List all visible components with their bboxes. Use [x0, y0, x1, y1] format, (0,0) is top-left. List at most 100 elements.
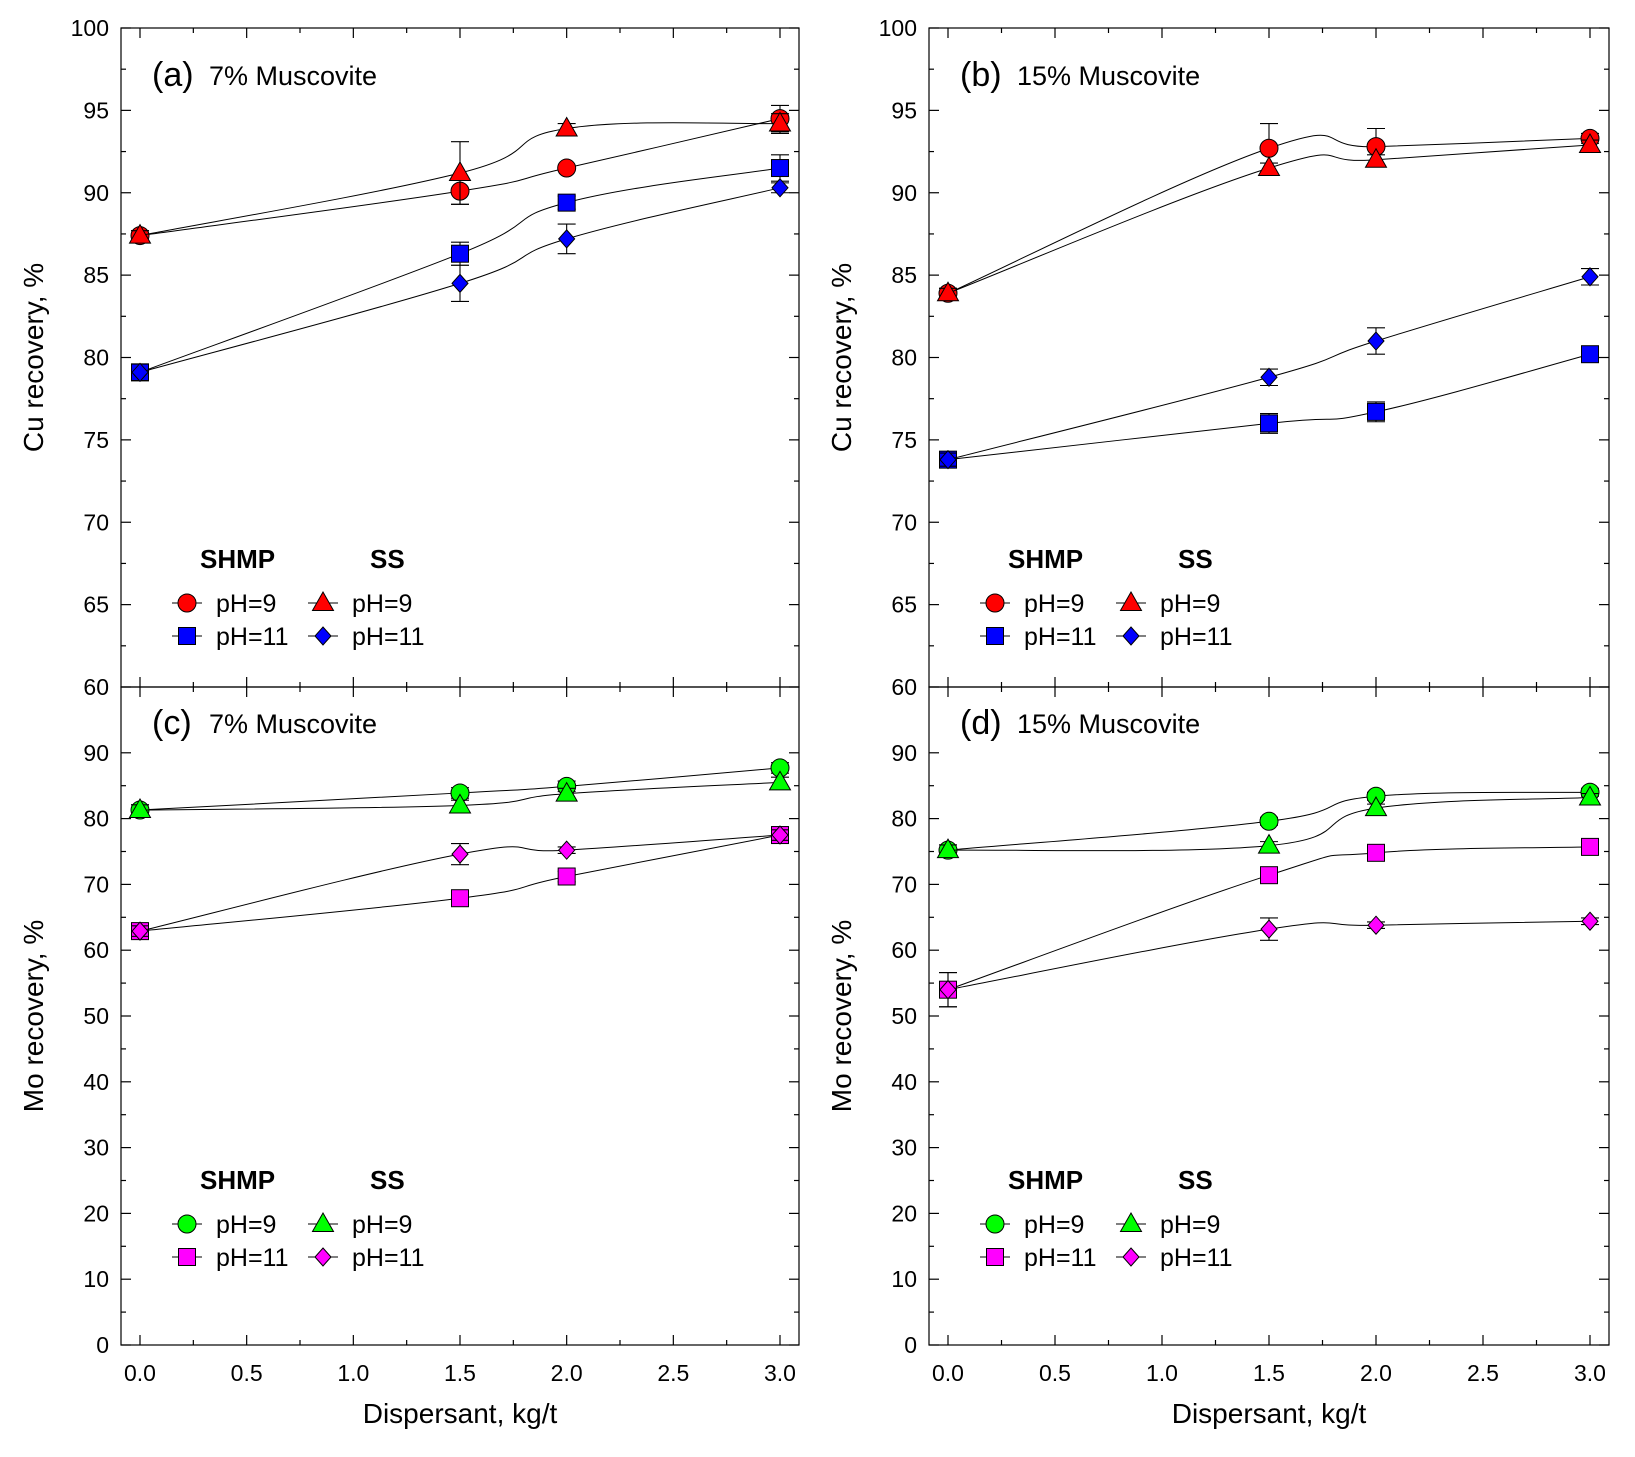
y-tick-label: 100	[879, 15, 917, 41]
panel-label: (b)	[960, 56, 1002, 94]
y-tick-label: 65	[83, 592, 109, 618]
series-ss-ph-11	[939, 911, 1599, 1008]
x-tick-label: 2.5	[657, 1360, 689, 1386]
series-line	[139, 122, 781, 237]
legend-label: pH=11	[1024, 623, 1097, 651]
y-tick-label: 90	[83, 180, 109, 206]
x-tick-label: 0.0	[124, 1360, 156, 1386]
x-tick-label: 2.0	[1360, 1360, 1392, 1386]
x-tick-label: 1.0	[1146, 1360, 1178, 1386]
legend-label: pH=9	[216, 590, 276, 618]
y-tick-label: 90	[891, 180, 917, 206]
legend-label: pH=9	[1024, 1211, 1084, 1239]
legend-marker	[986, 1248, 1004, 1266]
series-ss-ph-9	[128, 111, 792, 244]
data-point	[557, 840, 576, 860]
legend-label: pH=11	[216, 1244, 289, 1272]
y-tick-label: 50	[891, 1003, 917, 1029]
y-tick-label: 60	[891, 674, 917, 700]
data-point	[1367, 843, 1385, 862]
data-point	[451, 273, 469, 294]
data-point	[939, 449, 957, 470]
data-point	[128, 798, 152, 819]
series-line	[947, 353, 1591, 461]
legend-header-ss: SS	[370, 1165, 405, 1195]
y-tick-label: 75	[83, 427, 109, 453]
panel-subtitle: 7% Muscovite	[209, 61, 377, 91]
data-point	[448, 160, 472, 181]
legend-marker	[985, 593, 1005, 613]
panel-subtitle: 7% Muscovite	[209, 709, 377, 739]
legend-label: pH=11	[352, 1244, 425, 1272]
legend-marker	[1122, 626, 1140, 646]
legend-marker	[177, 1214, 197, 1234]
panel-label: (a)	[152, 56, 194, 94]
data-point	[1257, 156, 1281, 177]
y-tick-label: 60	[83, 937, 109, 963]
y-tick-label: 40	[83, 1069, 109, 1095]
y-tick-label: 0	[96, 1332, 109, 1358]
legend-marker	[178, 627, 196, 645]
legend-label: pH=11	[352, 623, 425, 651]
y-tick-label: 70	[83, 509, 109, 535]
legend-marker	[178, 1248, 196, 1266]
data-point	[451, 844, 469, 864]
y-tick-label: 70	[891, 871, 917, 897]
legend-marker	[1122, 1247, 1140, 1267]
y-tick-label: 95	[891, 97, 917, 123]
x-tick-label: 1.5	[1253, 1360, 1285, 1386]
series-ss-ph-9	[936, 132, 1602, 302]
data-point	[768, 111, 792, 132]
x-tick-label: 0.0	[932, 1360, 964, 1386]
x-axis-title: Dispersant, kg/t	[363, 1398, 558, 1429]
data-point	[1367, 331, 1385, 351]
data-point	[1581, 837, 1599, 856]
y-tick-label: 30	[83, 1135, 109, 1161]
data-point	[555, 116, 579, 137]
legend-marker	[1119, 590, 1143, 611]
y-tick-label: 100	[71, 15, 109, 41]
series-ss-ph-11	[131, 178, 789, 383]
series-line	[139, 167, 781, 373]
panel-subtitle: 15% Muscovite	[1017, 61, 1200, 91]
y-tick-label: 40	[891, 1069, 917, 1095]
data-point	[557, 867, 576, 886]
legend: SHMP SS pH=9 pH=9 pH=11 pH=11	[172, 544, 425, 651]
data-point	[1578, 785, 1602, 806]
data-point	[451, 889, 469, 908]
data-point	[1367, 402, 1385, 421]
legend-marker	[177, 593, 197, 613]
y-tick-label: 85	[83, 262, 109, 288]
chart-panel-a: 60 65 70 75 80 85 90 95 100 Cu recovery, % (a) 7% M…	[18, 15, 800, 700]
series-ss-ph-11	[939, 267, 1599, 470]
y-tick-label: 65	[891, 592, 917, 618]
data-point	[1260, 866, 1278, 885]
legend-header-ss: SS	[1178, 544, 1213, 574]
series-line	[139, 781, 781, 811]
series-shmp-ph-11	[939, 837, 1599, 1008]
data-point	[1364, 147, 1388, 168]
data-point	[1581, 911, 1599, 932]
data-point	[128, 223, 152, 244]
series-line	[947, 144, 1591, 294]
data-point	[771, 159, 789, 178]
y-tick-label: 70	[83, 871, 109, 897]
series-ss-ph-9	[936, 785, 1602, 859]
x-tick-label: 0.5	[1039, 1360, 1071, 1386]
x-tick-label: 2.5	[1467, 1360, 1499, 1386]
y-axis-title: Mo recovery, %	[826, 920, 857, 1112]
legend-marker	[314, 1247, 332, 1267]
x-axis-title: Dispersant, kg/t	[1172, 1398, 1367, 1429]
data-point	[1260, 367, 1278, 388]
y-tick-label: 30	[891, 1135, 917, 1161]
legend-label: pH=11	[1160, 623, 1233, 651]
legend-marker	[311, 590, 335, 611]
x-tick-label: 2.0	[551, 1360, 583, 1386]
series-line	[947, 276, 1591, 461]
y-tick-label: 80	[83, 345, 109, 371]
y-axis-title: Cu recovery, %	[826, 263, 857, 452]
legend-label: pH=9	[216, 1211, 276, 1239]
y-tick-label: 0	[904, 1332, 917, 1358]
y-tick-label: 95	[83, 97, 109, 123]
